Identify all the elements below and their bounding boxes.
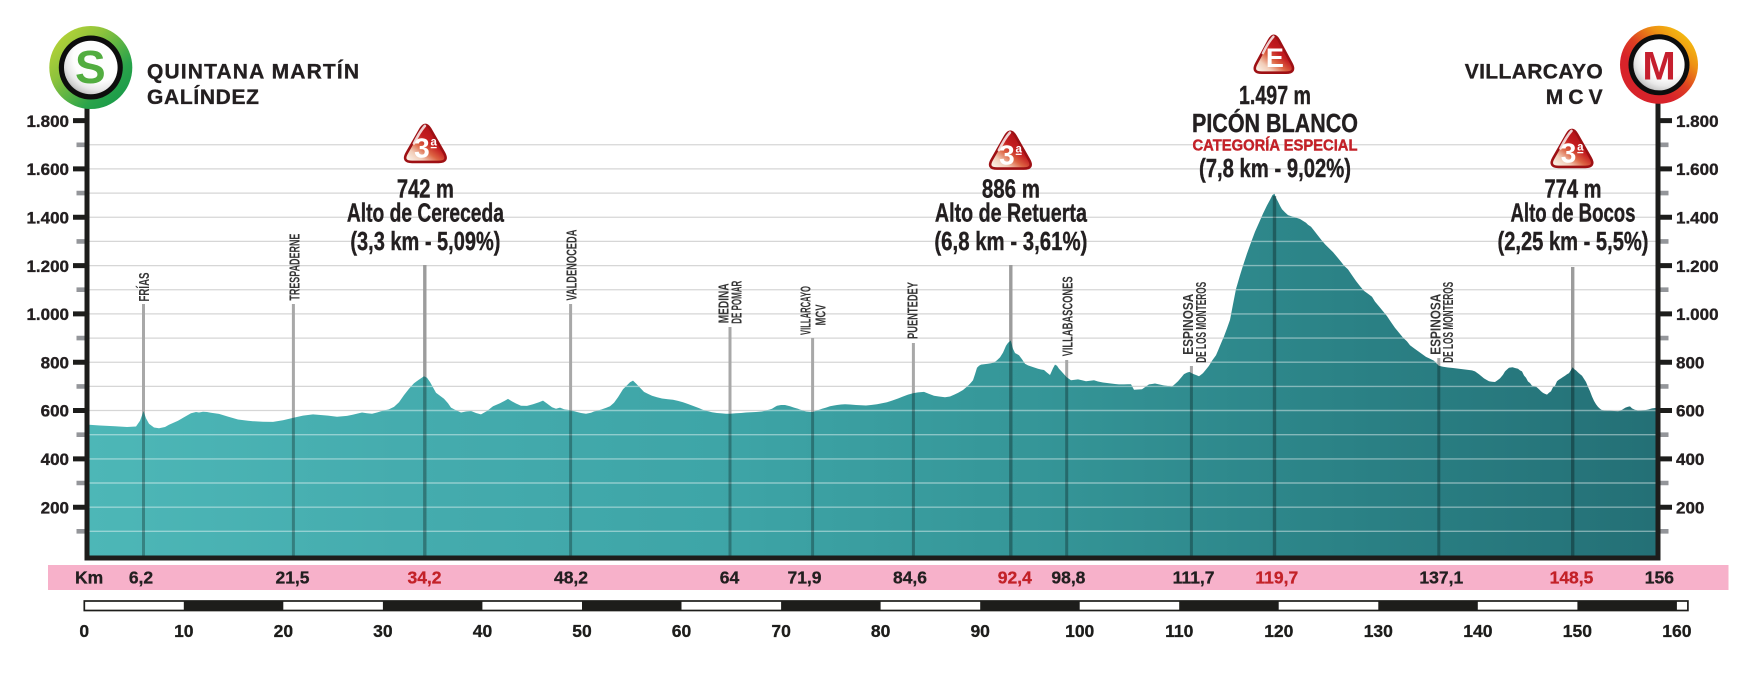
svg-text:MCV: MCV: [1546, 86, 1603, 109]
svg-text:DE LOS MONTEROS: DE LOS MONTEROS: [1194, 282, 1210, 363]
svg-text:ESPINOSA: ESPINOSA: [1181, 293, 1197, 354]
svg-text:a: a: [430, 137, 437, 149]
svg-text:10: 10: [174, 621, 194, 641]
svg-text:GALÍNDEZ: GALÍNDEZ: [147, 86, 259, 109]
svg-text:FRÍAS: FRÍAS: [136, 272, 153, 301]
svg-text:S: S: [75, 41, 106, 93]
svg-text:1.000: 1.000: [26, 305, 69, 324]
svg-text:M: M: [1642, 44, 1675, 88]
svg-text:DE LOS MONTEROS: DE LOS MONTEROS: [1441, 282, 1457, 363]
svg-text:110: 110: [1165, 621, 1193, 641]
svg-text:1.200: 1.200: [1676, 257, 1719, 276]
svg-text:PICÓN BLANCO: PICÓN BLANCO: [1192, 108, 1358, 138]
svg-text:20: 20: [274, 621, 294, 641]
svg-text:400: 400: [41, 450, 69, 469]
svg-text:PUENTEDEY: PUENTEDEY: [905, 282, 921, 339]
svg-text:742 m: 742 m: [397, 174, 454, 204]
svg-text:1.600: 1.600: [1676, 160, 1719, 179]
svg-text:40: 40: [473, 621, 493, 641]
svg-text:1.600: 1.600: [26, 160, 69, 179]
svg-text:150: 150: [1563, 621, 1592, 641]
svg-text:92,4: 92,4: [998, 568, 1032, 588]
svg-text:21,5: 21,5: [275, 568, 309, 588]
svg-text:QUINTANA MARTÍN: QUINTANA MARTÍN: [147, 60, 359, 83]
svg-text:Km: Km: [75, 568, 103, 588]
svg-text:1.400: 1.400: [26, 209, 69, 228]
svg-text:156: 156: [1645, 568, 1674, 588]
svg-text:0: 0: [79, 621, 89, 641]
svg-text:71,9: 71,9: [787, 568, 821, 588]
svg-text:VILLABASCONES: VILLABASCONES: [1060, 276, 1076, 356]
svg-text:(2,25 km - 5,5%): (2,25 km - 5,5%): [1498, 226, 1649, 256]
svg-text:200: 200: [41, 498, 69, 517]
svg-text:1.200: 1.200: [26, 257, 69, 276]
svg-text:800: 800: [1676, 353, 1704, 372]
svg-text:111,7: 111,7: [1173, 568, 1215, 588]
svg-text:886 m: 886 m: [982, 174, 1040, 204]
svg-text:84,6: 84,6: [893, 568, 927, 588]
svg-text:(7,8 km - 9,02%): (7,8 km - 9,02%): [1199, 153, 1351, 183]
svg-text:70: 70: [771, 621, 791, 641]
svg-text:TRESPADERNE: TRESPADERNE: [287, 233, 303, 300]
svg-text:800: 800: [41, 353, 69, 372]
svg-text:50: 50: [572, 621, 592, 641]
svg-text:1.800: 1.800: [26, 112, 69, 131]
svg-text:VALDENOCEDA: VALDENOCEDA: [565, 229, 581, 300]
svg-text:160: 160: [1662, 621, 1691, 641]
svg-text:3: 3: [1561, 138, 1577, 169]
svg-text:1.497 m: 1.497 m: [1239, 80, 1311, 110]
svg-text:60: 60: [672, 621, 692, 641]
svg-text:MCV: MCV: [813, 304, 829, 325]
svg-text:6,2: 6,2: [129, 568, 154, 588]
svg-text:1.000: 1.000: [1676, 305, 1719, 324]
svg-text:774 m: 774 m: [1545, 174, 1602, 204]
svg-text:600: 600: [1676, 402, 1704, 421]
svg-text:Alto de Retuerta: Alto de Retuerta: [935, 197, 1087, 227]
svg-text:(6,8 km - 3,61%): (6,8 km - 3,61%): [934, 226, 1087, 256]
svg-text:MEDINA: MEDINA: [717, 283, 733, 323]
svg-text:ESPINOSA: ESPINOSA: [1429, 293, 1445, 354]
svg-text:Alto de Bocos: Alto de Bocos: [1511, 197, 1636, 227]
svg-text:137,1: 137,1: [1419, 568, 1463, 588]
svg-text:90: 90: [970, 621, 990, 641]
svg-text:130: 130: [1364, 621, 1393, 641]
svg-text:400: 400: [1676, 450, 1704, 469]
svg-text:VILLARCAYO: VILLARCAYO: [1465, 60, 1603, 83]
svg-text:64: 64: [720, 568, 740, 588]
svg-text:80: 80: [871, 621, 891, 641]
svg-text:CATEGORÍA ESPECIAL: CATEGORÍA ESPECIAL: [1193, 136, 1358, 155]
svg-text:(3,3 km - 5,09%): (3,3 km - 5,09%): [350, 226, 500, 256]
svg-text:3: 3: [414, 133, 430, 164]
svg-text:120: 120: [1264, 621, 1293, 641]
svg-text:600: 600: [41, 402, 69, 421]
svg-text:Alto de Cereceda: Alto de Cereceda: [347, 197, 504, 227]
svg-text:140: 140: [1463, 621, 1492, 641]
svg-text:a: a: [1015, 143, 1022, 155]
svg-text:E: E: [1266, 43, 1284, 73]
svg-text:34,2: 34,2: [407, 568, 441, 588]
svg-text:119,7: 119,7: [1255, 568, 1298, 588]
svg-text:148,5: 148,5: [1550, 568, 1594, 588]
svg-text:48,2: 48,2: [554, 568, 588, 588]
svg-text:VILLARCAYO: VILLARCAYO: [799, 286, 815, 335]
svg-text:98,8: 98,8: [1051, 568, 1085, 588]
svg-text:30: 30: [373, 621, 393, 641]
svg-text:1.400: 1.400: [1676, 209, 1719, 228]
svg-text:200: 200: [1676, 498, 1704, 517]
svg-text:3: 3: [999, 139, 1015, 170]
svg-text:DE POMAR: DE POMAR: [730, 280, 746, 323]
svg-text:a: a: [1577, 142, 1584, 154]
svg-text:1.800: 1.800: [1676, 112, 1719, 131]
svg-text:100: 100: [1065, 621, 1094, 641]
